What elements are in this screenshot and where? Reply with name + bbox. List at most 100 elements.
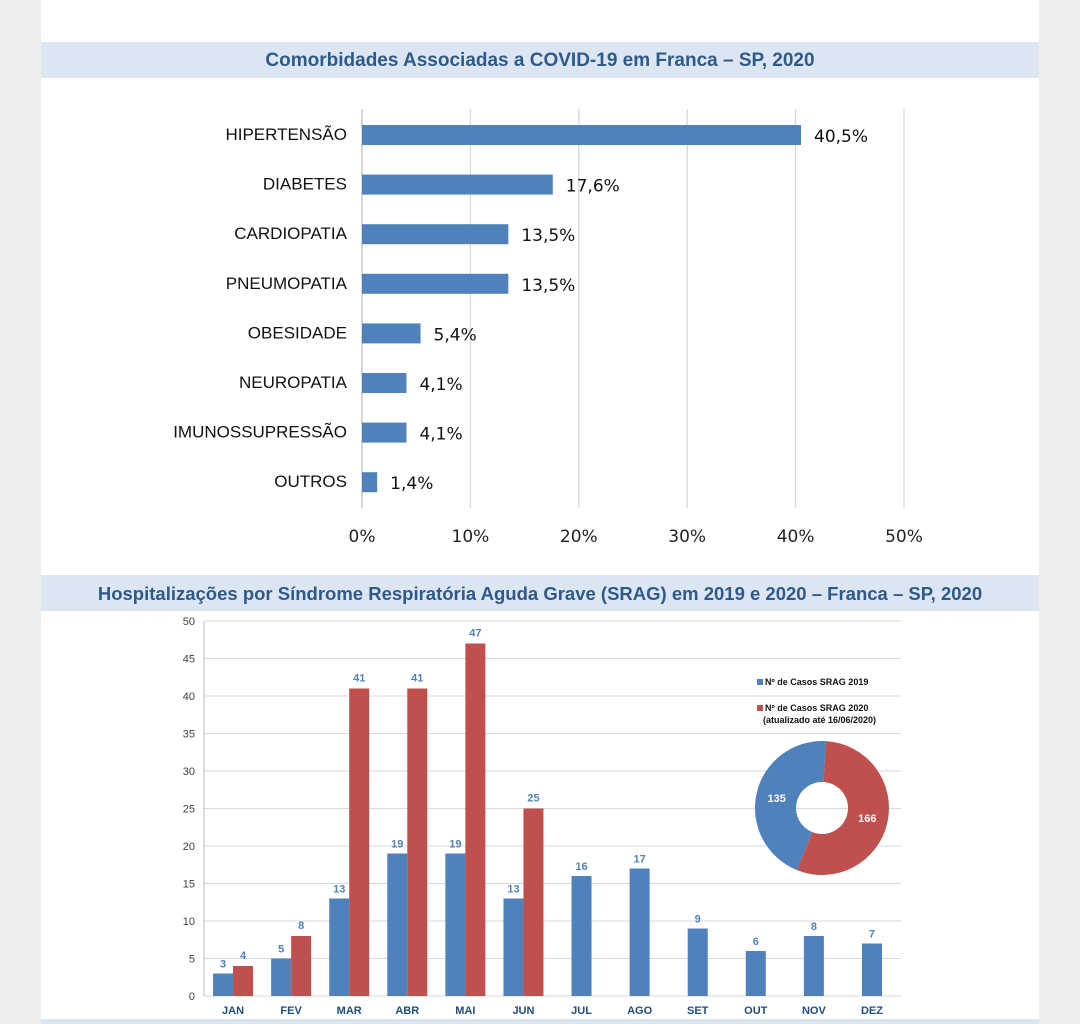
bar	[362, 323, 421, 344]
x-tick-label: FEV	[280, 1005, 302, 1017]
value-label: 13,5%	[521, 226, 575, 246]
bar-2019	[745, 951, 766, 996]
data-label-2019: 7	[869, 929, 875, 941]
bar-2019	[445, 853, 466, 996]
data-label-2019: 16	[575, 861, 587, 873]
bar-2019	[329, 898, 350, 996]
category-label: DIABETES	[263, 175, 347, 194]
x-tick-label: 10%	[452, 527, 490, 547]
x-tick-label: 30%	[668, 527, 706, 547]
value-label: 4,1%	[419, 425, 462, 445]
bar-2019	[861, 943, 882, 996]
x-tick-label: DEZ	[861, 1005, 883, 1017]
data-label-2019: 19	[391, 839, 403, 851]
x-tick-label: JUL	[571, 1005, 592, 1017]
legend-label-2019: Nº de Casos SRAG 2019	[765, 677, 868, 687]
data-label-2020: 8	[298, 920, 304, 932]
bar-2020	[233, 966, 254, 996]
data-label-2020: 25	[527, 793, 539, 805]
bar-2019	[629, 868, 650, 996]
x-tick-label: OUT	[744, 1005, 768, 1017]
bar-2020	[523, 808, 544, 996]
bar	[362, 125, 802, 145]
bar-2019	[803, 936, 824, 996]
value-label: 40,5%	[814, 127, 868, 147]
data-label-2019: 17	[634, 854, 646, 866]
donut-label: 135	[767, 793, 785, 805]
value-label: 4,1%	[419, 375, 462, 395]
y-tick-label: 20	[183, 841, 195, 853]
data-label-2019: 13	[507, 884, 519, 896]
x-tick-label: MAR	[337, 1005, 362, 1017]
category-label: NEUROPATIA	[239, 373, 348, 392]
report-page: Comorbidades Associadas a COVID-19 em Fr…	[41, 0, 1039, 1024]
bar	[362, 174, 553, 195]
x-tick-label: SET	[687, 1005, 709, 1017]
bar	[362, 273, 509, 294]
x-tick-label: AGO	[627, 1005, 653, 1017]
category-label: IMUNOSSUPRESSÃO	[173, 423, 347, 442]
x-tick-label: MAI	[455, 1005, 475, 1017]
y-tick-label: 45	[183, 654, 195, 666]
value-label: 17,6%	[566, 177, 620, 197]
bar-2020	[465, 643, 486, 996]
legend-swatch-2020	[757, 705, 763, 711]
x-tick-label: JAN	[222, 1005, 244, 1017]
bar	[362, 224, 509, 245]
category-label: HIPERTENSÃO	[225, 125, 347, 144]
x-tick-label: ABR	[395, 1005, 419, 1017]
x-tick-label: 0%	[349, 527, 376, 547]
donut-slice	[755, 741, 827, 871]
bar	[362, 472, 378, 493]
y-tick-label: 50	[183, 616, 195, 628]
bar-2020	[291, 936, 312, 996]
bar-2019	[571, 876, 592, 996]
chart-title-srag: Hospitalizações por Síndrome Respiratóri…	[41, 575, 1039, 611]
legend-label-2020-note: (atualizado até 16/06/2020)	[763, 715, 876, 725]
data-label-2019: 9	[695, 914, 701, 926]
bar-2019	[213, 973, 234, 996]
y-tick-label: 0	[189, 991, 195, 1003]
legend-label-2020: Nº de Casos SRAG 2020	[765, 703, 868, 713]
y-tick-label: 30	[183, 766, 195, 778]
bar-2019	[271, 958, 292, 996]
bottom-divider	[41, 1019, 1039, 1024]
data-label-2020: 4	[240, 950, 247, 962]
x-tick-label: 40%	[777, 527, 815, 547]
y-tick-label: 40	[183, 691, 195, 703]
x-tick-label: 50%	[885, 527, 923, 547]
data-label-2019: 19	[449, 839, 461, 851]
bar	[362, 373, 407, 393]
data-label-2019: 5	[278, 944, 284, 956]
bar-2020	[407, 688, 428, 996]
y-tick-label: 25	[183, 804, 195, 816]
chart-title-comorbidities: Comorbidades Associadas a COVID-19 em Fr…	[41, 42, 1039, 78]
data-label-2019: 6	[753, 936, 759, 948]
y-tick-label: 10	[183, 916, 195, 928]
y-tick-label: 5	[189, 954, 195, 966]
bar-2019	[503, 898, 524, 996]
category-label: PNEUMOPATIA	[226, 274, 348, 293]
value-label: 5,4%	[434, 325, 477, 345]
category-label: CARDIOPATIA	[234, 224, 347, 243]
data-label-2020: 41	[353, 673, 365, 685]
bar-2019	[687, 928, 708, 996]
value-label: 1,4%	[390, 474, 433, 494]
data-label-2019: 3	[220, 959, 226, 971]
bar	[362, 422, 407, 443]
data-label-2020: 47	[469, 628, 481, 640]
legend-swatch-2019	[757, 679, 763, 685]
category-label: OBESIDADE	[248, 323, 347, 342]
srag-hospitalizations-chart: 0 5 10 15 20 25 30 35 40 45 50 3 4 JAN 5 8 FEV 13 41 MAR 19 4…	[183, 616, 901, 1017]
x-tick-label: 20%	[560, 527, 598, 547]
y-tick-label: 35	[183, 729, 195, 741]
x-tick-label: NOV	[802, 1005, 827, 1017]
donut-slice	[796, 741, 889, 875]
comorbidities-bar-chart: 0% 10% 20% 30% 40% 50% HIPERTENSÃO 40,5% DIABETE…	[173, 109, 923, 547]
data-label-2020: 41	[411, 673, 423, 685]
x-tick-label: JUN	[512, 1005, 534, 1017]
y-tick-label: 15	[183, 879, 195, 891]
category-label: OUTROS	[274, 472, 347, 491]
donut-label: 166	[858, 813, 876, 825]
value-label: 13,5%	[521, 276, 575, 296]
